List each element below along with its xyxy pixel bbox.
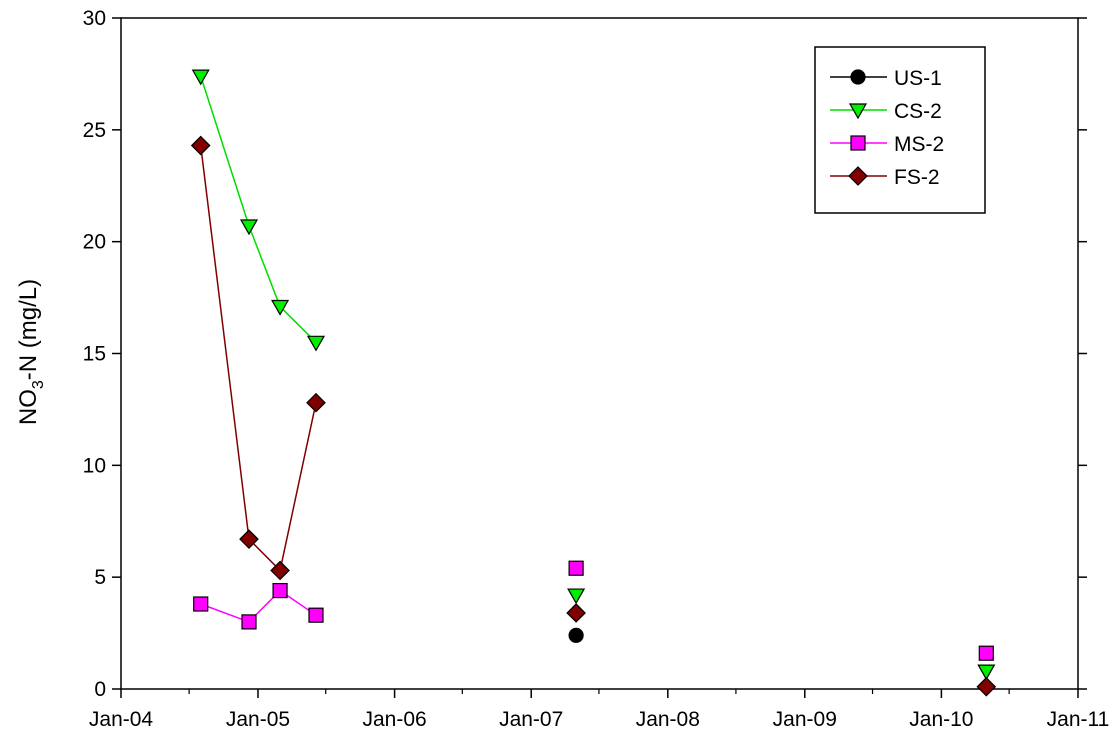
y-tick-label: 5	[94, 566, 106, 589]
y-tick-label: 25	[83, 119, 106, 142]
data-point	[308, 336, 324, 350]
series-line	[201, 591, 316, 622]
y-tick-label: 15	[83, 343, 106, 366]
legend-label: CS-2	[894, 100, 942, 123]
legend-label: FS-2	[894, 166, 940, 189]
y-tick-label: 20	[83, 231, 106, 254]
data-point	[242, 615, 256, 629]
data-point	[273, 584, 287, 598]
data-point	[569, 628, 583, 642]
data-point	[192, 136, 210, 154]
data-point	[979, 646, 993, 660]
series-line	[201, 76, 316, 342]
data-point	[567, 604, 585, 622]
x-tick-label: Jan-04	[89, 708, 154, 731]
x-tick-label: Jan-08	[636, 708, 700, 731]
series-ms-2	[194, 561, 994, 660]
x-tick-label: Jan-07	[499, 708, 563, 731]
data-point	[193, 70, 209, 84]
data-point	[977, 678, 995, 696]
data-point	[241, 220, 257, 234]
series-line	[201, 145, 316, 570]
x-tick-label: Jan-06	[362, 708, 426, 731]
y-tick-label: 30	[83, 7, 106, 30]
y-axis-label: NO3-N (mg/L)	[15, 279, 47, 425]
data-point	[194, 597, 208, 611]
data-point	[309, 608, 323, 622]
x-tick-label: Jan-09	[773, 708, 837, 731]
legend-marker	[851, 70, 865, 84]
y-tick-label: 0	[94, 678, 106, 701]
x-tick-label: Jan-10	[909, 708, 973, 731]
x-tick-label: Jan-05	[226, 708, 290, 731]
data-point	[307, 394, 325, 412]
legend: US-1 CS-2 MS-2 FS-2	[815, 47, 985, 213]
y-axis-label-subscript: 3	[30, 380, 47, 389]
y-tick-label: 10	[83, 454, 106, 477]
series-us-1	[569, 628, 583, 642]
legend-marker	[851, 136, 865, 150]
legend-label: MS-2	[894, 133, 944, 156]
data-point	[568, 589, 584, 603]
legend-label: US-1	[894, 67, 942, 90]
data-point	[569, 561, 583, 575]
x-tick-label: Jan-11	[1047, 708, 1110, 731]
